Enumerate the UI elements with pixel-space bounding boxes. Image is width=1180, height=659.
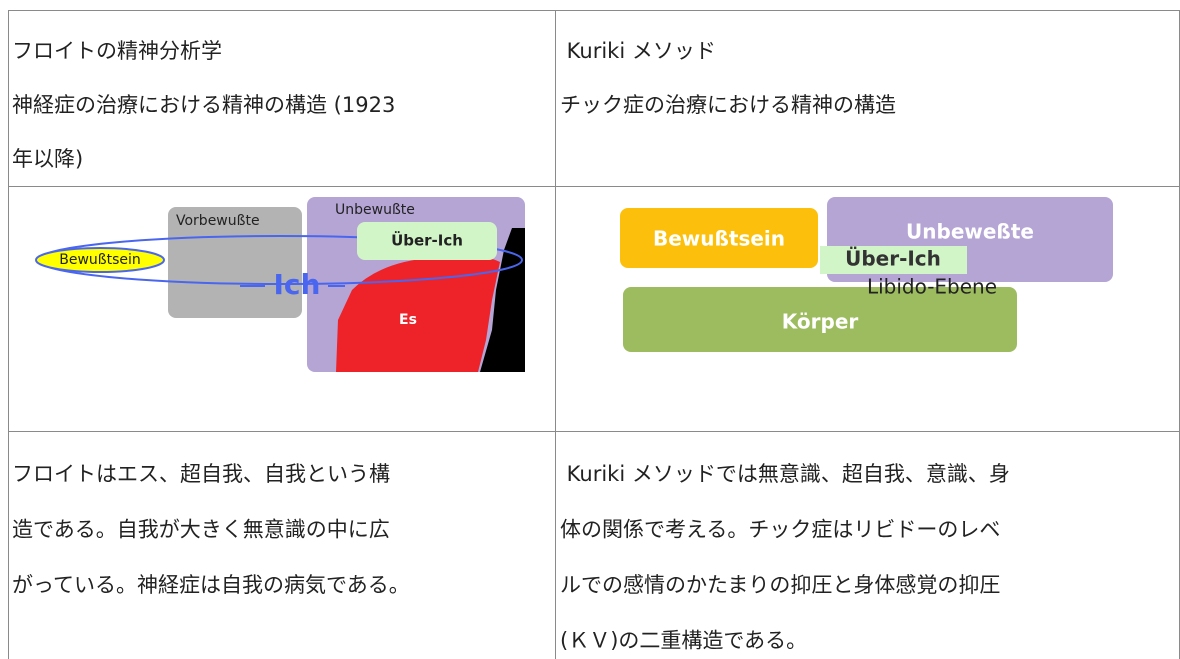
cell-line: がっている。神経症は自我の病気である。 xyxy=(12,573,410,597)
cell-line: フロイトはエス、超自我、自我という構 xyxy=(12,462,390,486)
cell-line: フロイトの精神分析学 xyxy=(12,39,222,63)
label: Bewußtsein xyxy=(653,227,785,251)
cell-line: 神経症の治療における精神の構造 (1923 xyxy=(12,93,395,117)
label: Über-Ich xyxy=(845,247,941,271)
freud-figure: Vorbewußte Unbewußte Es Über-Ich Bewußts… xyxy=(35,197,525,372)
label: Ich xyxy=(274,268,321,301)
label: Körper xyxy=(782,310,859,334)
label: Vorbewußte xyxy=(176,213,260,229)
cell-line: 造である。自我が大きく無意識の中に広 xyxy=(12,518,390,542)
label: Libido-Ebene xyxy=(867,275,997,299)
cell-line: 体の関係で考える。チック症はリビドーのレベ xyxy=(560,518,1000,542)
label: Unbewußte xyxy=(335,202,415,218)
cell-line: (ＫＶ)の二重構造である。 xyxy=(560,629,807,653)
cell-line: チック症の治療における精神の構造 xyxy=(560,93,896,117)
cell-line: Kuriki メソッドでは無意識、超自我、意識、身 xyxy=(560,462,1010,486)
cell-line: Kuriki メソッド xyxy=(560,39,716,63)
cell-line: ルでの感情のかたまりの抑圧と身体感覚の抑圧 xyxy=(560,573,1000,597)
label: Es xyxy=(399,312,417,328)
kuriki-figure: Unbeweßte Bewußtsein Körper Über-Ich Lib… xyxy=(620,197,1113,352)
cell-line: 年以降) xyxy=(12,147,83,171)
label: Bewußtsein xyxy=(59,252,141,268)
label: Unbeweßte xyxy=(906,220,1034,244)
label: Über-Ich xyxy=(391,231,463,250)
